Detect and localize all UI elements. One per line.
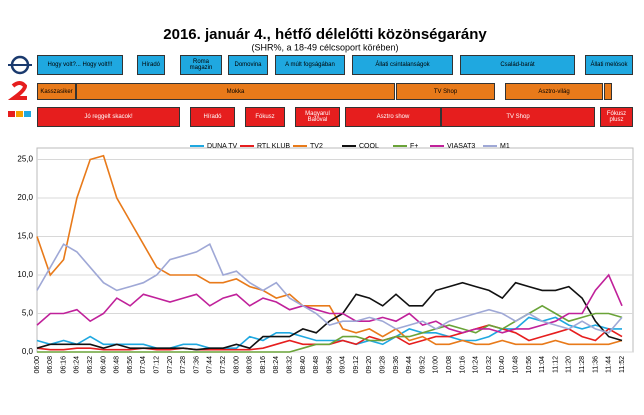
x-tick-label: 10:40 <box>499 356 506 374</box>
program-block: TV Shop <box>396 83 495 100</box>
program-block: Állati csintalanságok <box>352 55 453 75</box>
x-tick-label: 07:04 <box>140 356 147 374</box>
x-tick-label: 06:16 <box>60 356 67 374</box>
x-tick-label: 10:56 <box>526 356 533 374</box>
x-tick-label: 08:00 <box>233 356 240 374</box>
x-tick-label: 07:52 <box>220 356 227 374</box>
program-block: Roma magazin <box>180 55 222 75</box>
legend-label: TV2 <box>310 143 323 150</box>
x-tick-label: 10:24 <box>473 356 480 374</box>
rtl-logo <box>8 111 15 117</box>
program-block <box>604 83 612 100</box>
x-tick-label: 06:40 <box>100 356 107 374</box>
legend-label: VIASAT3 <box>447 143 475 150</box>
x-tick-label: 11:44 <box>606 356 613 373</box>
x-tick-label: 09:44 <box>406 356 413 374</box>
program-block: Magyarul Balóval <box>295 107 340 127</box>
y-tick-label: 25,0 <box>17 155 33 164</box>
y-tick-label: 10,0 <box>17 270 33 279</box>
program-block: Család-barát <box>460 55 575 75</box>
x-tick-label: 10:32 <box>486 356 493 374</box>
y-tick-label: 0,0 <box>22 347 34 356</box>
x-tick-label: 06:08 <box>47 356 54 374</box>
series-line <box>36 316 622 350</box>
program-block: TV Shop <box>441 107 595 127</box>
x-tick-label: 09:52 <box>419 356 426 374</box>
x-tick-label: 10:00 <box>433 356 440 374</box>
y-tick-label: 20,0 <box>17 193 33 202</box>
program-block: Fókusz plusz <box>600 107 633 127</box>
tv2-logo <box>7 81 28 100</box>
program-block: Jó reggelt skacok! <box>37 107 180 127</box>
y-tick-label: 15,0 <box>17 232 33 241</box>
x-tick-label: 11:04 <box>539 356 546 373</box>
x-tick-label: 11:28 <box>579 356 586 373</box>
x-tick-label: 11:20 <box>566 356 573 373</box>
chart-subtitle: (SHR%, a 18-49 célcsoport körében) <box>251 42 398 52</box>
program-block: Híradó <box>137 55 165 75</box>
x-tick-label: 10:16 <box>459 356 466 374</box>
program-block: Fókusz <box>245 107 285 127</box>
series-line <box>36 273 623 334</box>
x-tick-label: 09:04 <box>340 356 347 374</box>
x-tick-label: 11:36 <box>592 356 599 373</box>
x-tick-label: 11:12 <box>552 356 559 373</box>
x-tick-label: 08:24 <box>273 356 280 374</box>
program-block: A múlt fogságában <box>275 55 345 75</box>
x-tick-label: 09:20 <box>366 356 373 374</box>
legend-label: COOL <box>359 143 379 150</box>
program-block: Asztro-világ <box>505 83 603 100</box>
legend-label: M1 <box>500 143 510 150</box>
chart-title: 2016. január 4., hétfő délelőtti közönsé… <box>163 26 487 43</box>
x-tick-label: 07:20 <box>167 356 174 374</box>
legend-label: DUNA TV <box>207 143 238 150</box>
x-tick-label: 07:44 <box>207 356 214 374</box>
program-block: Állati melósok <box>585 55 633 75</box>
x-tick-label: 08:48 <box>313 356 320 374</box>
legend-label: RTL KLUB <box>257 143 290 150</box>
x-tick-label: 10:08 <box>446 356 453 374</box>
x-tick-label: 08:40 <box>300 356 307 374</box>
x-tick-label: 06:56 <box>127 356 134 374</box>
x-tick-label: 07:12 <box>154 356 161 374</box>
x-tick-label: 09:12 <box>353 356 360 374</box>
x-tick-label: 06:32 <box>87 356 94 374</box>
x-tick-label: 07:36 <box>193 356 200 374</box>
x-tick-label: 09:28 <box>380 356 387 374</box>
series-line <box>36 154 623 346</box>
x-tick-label: 06:00 <box>34 356 41 374</box>
program-block: Domovina <box>228 55 268 75</box>
program-block: Kasszasiker <box>37 83 76 100</box>
y-tick-label: 5,0 <box>22 309 34 318</box>
x-tick-label: 08:08 <box>247 356 254 374</box>
x-tick-label: 09:36 <box>393 356 400 374</box>
x-tick-label: 07:28 <box>180 356 187 374</box>
series-line <box>36 281 623 351</box>
x-tick-label: 06:24 <box>74 356 81 374</box>
x-tick-label: 08:56 <box>326 356 333 374</box>
x-tick-label: 08:32 <box>286 356 293 374</box>
channel-logos <box>7 55 32 117</box>
rtl-logo <box>16 111 23 117</box>
program-block: Híradó <box>190 107 235 127</box>
program-block: Hogy volt?... Hogy volt!!! <box>37 55 123 75</box>
x-tick-label: 08:16 <box>260 356 267 374</box>
x-tick-label: 06:48 <box>114 356 121 374</box>
program-block: Mokka <box>76 83 395 100</box>
series-line <box>36 243 623 334</box>
x-tick-label: 10:48 <box>512 356 519 374</box>
x-tick-label: 11:52 <box>619 356 626 373</box>
legend-label: F+ <box>410 143 418 150</box>
rtl-logo <box>24 111 31 117</box>
program-block: Asztro show <box>345 107 441 127</box>
